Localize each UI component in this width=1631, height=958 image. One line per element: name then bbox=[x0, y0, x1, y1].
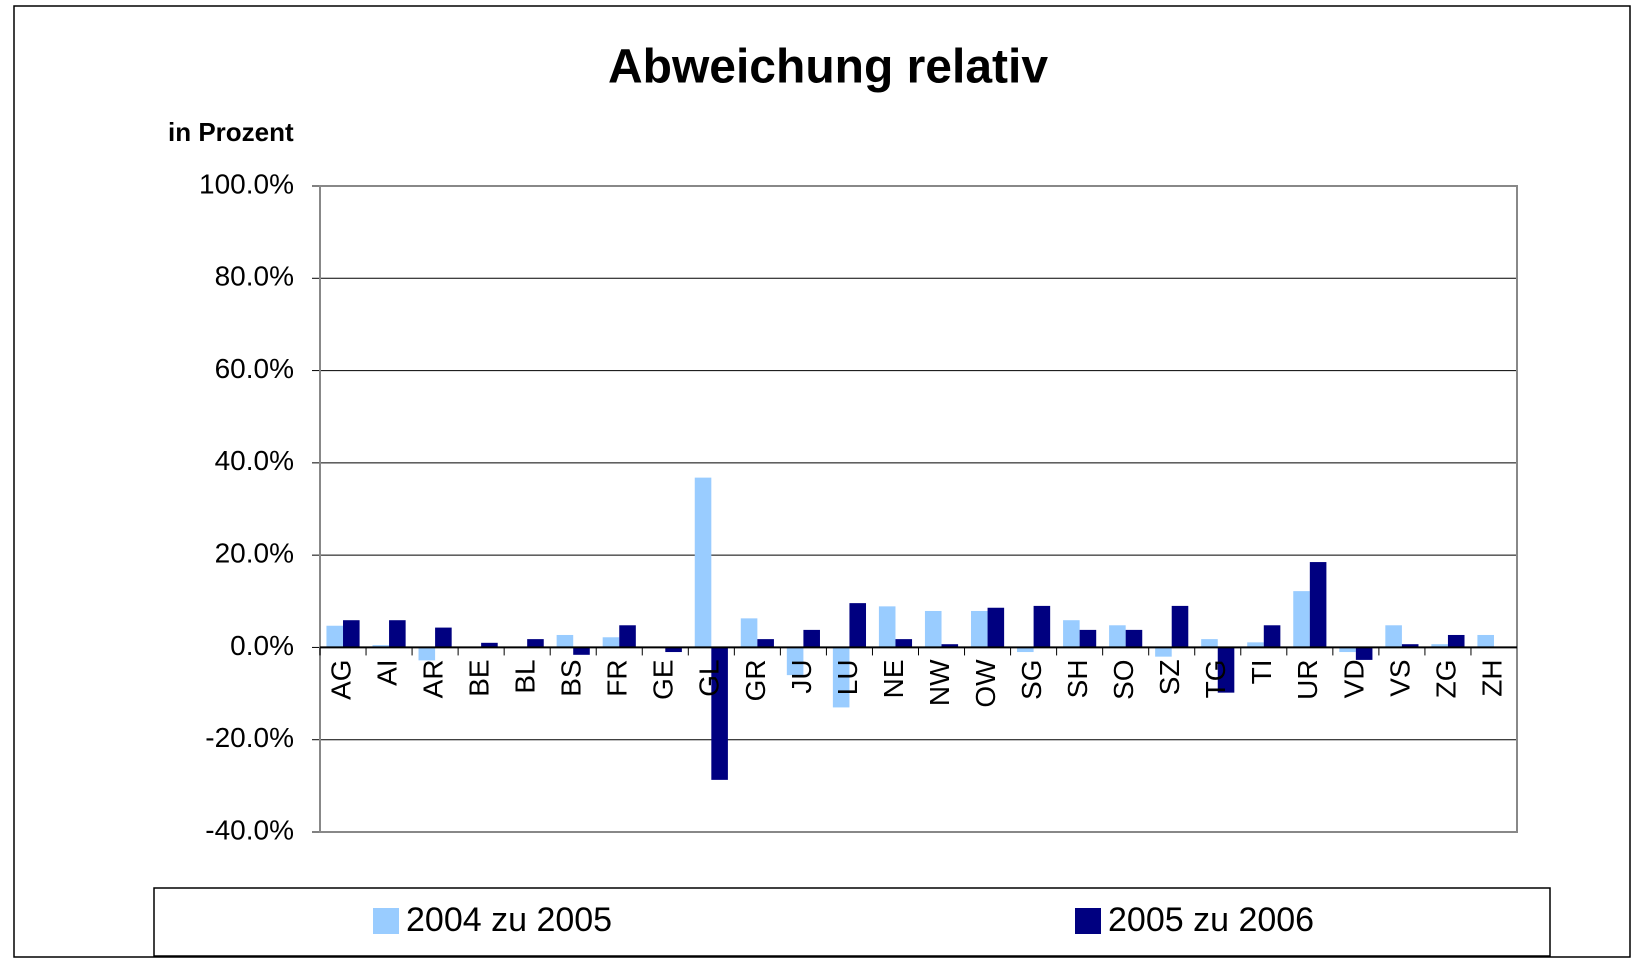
bar bbox=[481, 642, 498, 648]
bar bbox=[1309, 562, 1327, 648]
x-tick-label: NW bbox=[924, 659, 955, 706]
y-tick-label: -40.0% bbox=[205, 814, 294, 845]
bar bbox=[1155, 647, 1172, 657]
y-axis-label: in Prozent bbox=[168, 117, 294, 147]
bar bbox=[573, 647, 590, 655]
bar bbox=[987, 607, 1005, 648]
bar bbox=[878, 606, 896, 648]
x-tick-label: BE bbox=[464, 659, 495, 696]
bar bbox=[1263, 625, 1281, 648]
x-tick-label: VS bbox=[1384, 659, 1415, 696]
chart-title: Abweichung relativ bbox=[608, 41, 1048, 94]
bar bbox=[372, 645, 390, 648]
chart-border bbox=[13, 5, 1631, 958]
y-tick-label: -20.0% bbox=[205, 722, 294, 753]
bar bbox=[1033, 605, 1051, 648]
bar bbox=[711, 647, 728, 780]
x-tick-label: SZ bbox=[1154, 659, 1185, 695]
bar bbox=[556, 634, 574, 648]
x-tick-label: TG bbox=[1200, 659, 1231, 698]
x-tick-label: SH bbox=[1062, 659, 1093, 698]
x-tick-label: BS bbox=[556, 659, 587, 696]
bar bbox=[1401, 644, 1419, 648]
x-tick-label: TI bbox=[1246, 659, 1277, 684]
bar bbox=[435, 627, 452, 648]
y-tick-label: 100.0% bbox=[199, 168, 294, 199]
bar bbox=[1293, 591, 1310, 648]
x-tick-label: SG bbox=[1016, 659, 1047, 699]
legend-box bbox=[153, 887, 1551, 957]
bar bbox=[803, 629, 820, 648]
bar bbox=[1079, 629, 1097, 648]
x-tick-label: AI bbox=[371, 659, 402, 685]
x-tick-label: LU bbox=[832, 659, 863, 695]
x-tick-label: GL bbox=[694, 659, 725, 696]
bar bbox=[1477, 634, 1494, 648]
bar bbox=[849, 603, 867, 648]
bar bbox=[1171, 605, 1189, 648]
bar bbox=[1109, 625, 1126, 648]
bar bbox=[1125, 629, 1143, 648]
bar bbox=[895, 639, 913, 648]
bar bbox=[343, 620, 360, 648]
bar bbox=[665, 647, 682, 653]
bar bbox=[326, 625, 344, 648]
x-tick-label: NE bbox=[878, 659, 909, 698]
plot-area bbox=[319, 185, 1518, 833]
x-tick-label: ZG bbox=[1430, 659, 1461, 698]
y-tick-label: 40.0% bbox=[215, 445, 294, 476]
bar bbox=[941, 644, 959, 648]
x-tick-label: GE bbox=[648, 659, 679, 699]
bar bbox=[1017, 647, 1034, 653]
x-tick-label: AR bbox=[417, 659, 448, 698]
bar bbox=[786, 647, 804, 676]
bar bbox=[924, 610, 942, 648]
bar bbox=[757, 639, 774, 648]
bar bbox=[418, 647, 436, 661]
legend-swatch bbox=[373, 908, 399, 934]
legend-label: 2005 zu 2006 bbox=[1108, 901, 1314, 939]
bar bbox=[1217, 647, 1235, 693]
bar bbox=[1385, 625, 1402, 648]
bar bbox=[619, 625, 636, 648]
x-tick-label: UR bbox=[1292, 659, 1323, 699]
x-tick-label: FR bbox=[602, 659, 633, 696]
bar bbox=[1355, 647, 1373, 660]
bar bbox=[832, 647, 850, 708]
y-tick-label: 20.0% bbox=[215, 538, 294, 569]
bar bbox=[1431, 644, 1448, 648]
bar bbox=[1201, 639, 1218, 648]
y-tick-label: 0.0% bbox=[230, 630, 294, 661]
bar bbox=[740, 618, 758, 648]
bar bbox=[694, 477, 712, 648]
bar bbox=[389, 620, 406, 648]
x-tick-label: AG bbox=[325, 659, 356, 699]
y-tick-label: 80.0% bbox=[215, 261, 294, 292]
x-tick-label: VD bbox=[1338, 659, 1369, 698]
x-tick-label: OW bbox=[970, 659, 1001, 708]
y-tick-label: 60.0% bbox=[215, 353, 294, 384]
bar bbox=[527, 639, 544, 648]
x-tick-label: ZH bbox=[1476, 659, 1507, 696]
legend-label: 2004 zu 2005 bbox=[406, 901, 612, 939]
x-tick-label: GR bbox=[740, 659, 771, 701]
legend-swatch bbox=[1075, 908, 1101, 934]
x-tick-label: JU bbox=[786, 659, 817, 693]
bar bbox=[602, 637, 620, 648]
bar bbox=[970, 610, 988, 648]
bar bbox=[1339, 647, 1356, 653]
x-tick-label: SO bbox=[1108, 659, 1139, 699]
bar bbox=[1447, 634, 1465, 648]
bar bbox=[1063, 620, 1080, 648]
x-tick-label: BL bbox=[510, 659, 541, 693]
bar bbox=[1247, 642, 1264, 648]
